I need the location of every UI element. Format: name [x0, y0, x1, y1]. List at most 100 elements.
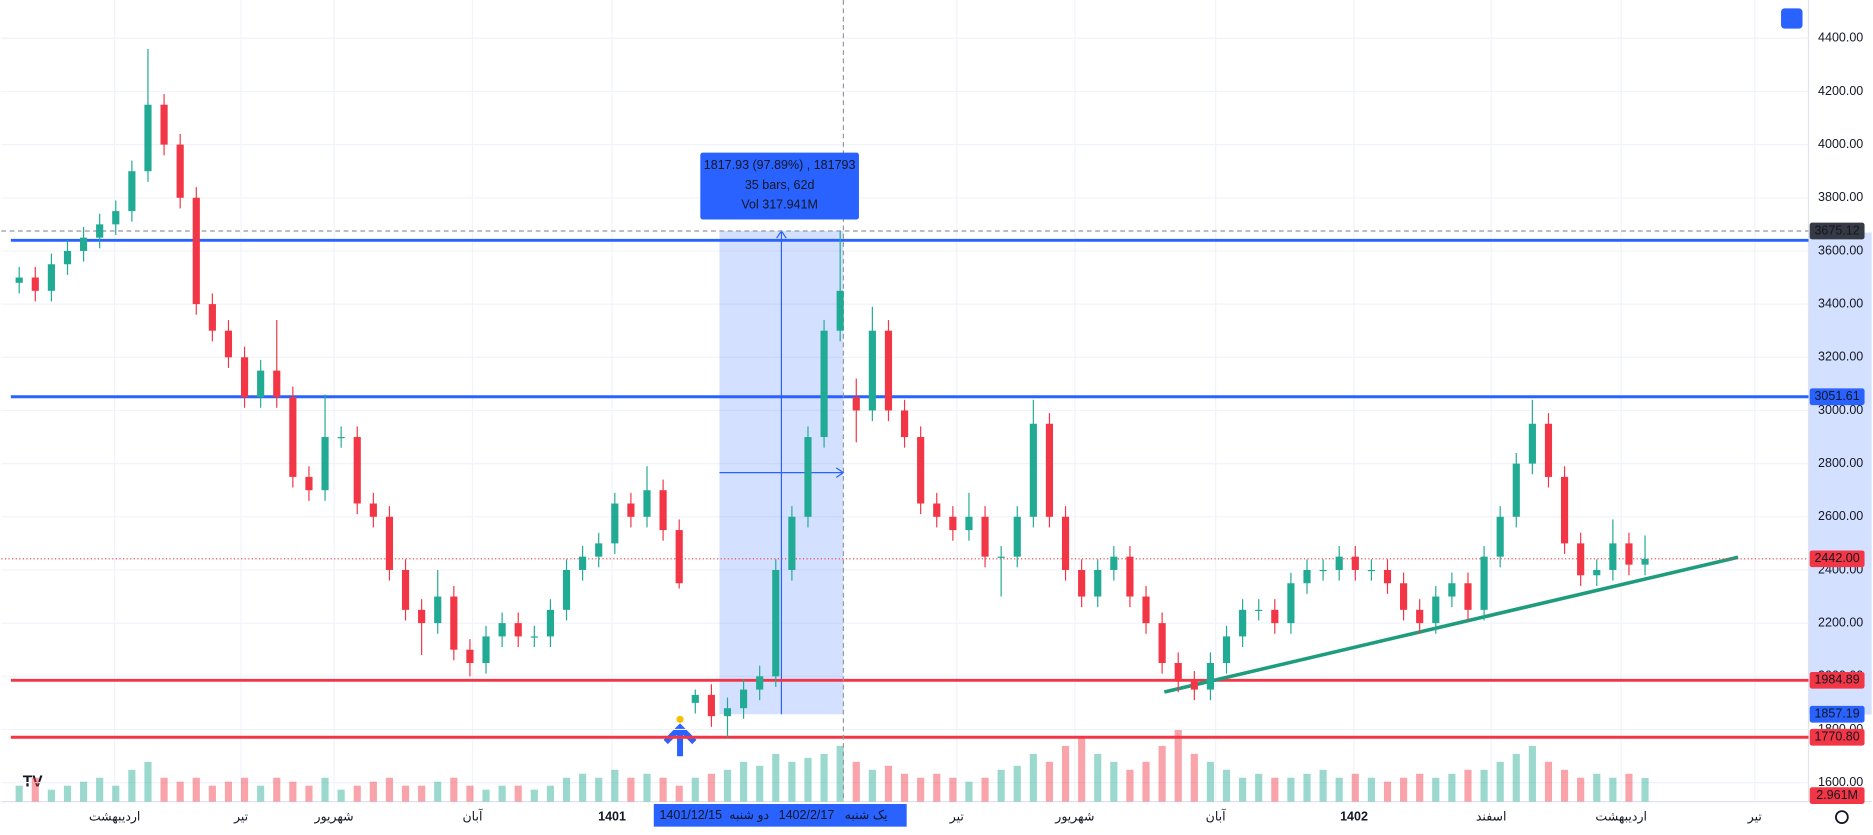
volume-bar [514, 785, 522, 802]
candle-body [192, 197, 200, 305]
candle-body [820, 330, 828, 438]
x-tick-label: آبان [1206, 807, 1227, 823]
candle-body [1174, 663, 1182, 682]
volume-bar [1496, 761, 1504, 802]
volume-bar [1174, 730, 1182, 802]
candle-body [434, 596, 442, 624]
x-tick-label: 1402 [1340, 809, 1368, 823]
candle-body [1206, 663, 1214, 690]
candle-body [321, 437, 329, 491]
volume-bar [530, 789, 538, 802]
volume-bar [1544, 761, 1553, 802]
candle-body [385, 516, 394, 570]
volume-bar [1287, 777, 1295, 802]
candle-body [1045, 423, 1054, 517]
candle-body [273, 370, 281, 398]
x-tick-label: اردیبهشت [89, 809, 141, 824]
volume-bar [47, 789, 55, 802]
candle-body [96, 224, 104, 238]
volume-bar [595, 777, 603, 802]
candle-body [740, 689, 748, 709]
volume-bar [949, 777, 957, 802]
candle-body [1255, 609, 1263, 612]
candle-body [1094, 569, 1102, 597]
volume-bar [1528, 745, 1536, 802]
volume-bar [1480, 769, 1488, 802]
candle-body [1351, 556, 1359, 570]
candle-body [63, 250, 72, 265]
volume-bar [1158, 745, 1166, 802]
candle-body [1625, 543, 1633, 565]
y-tick-label: 1600.00 [1818, 775, 1863, 789]
crosshair-date: 1401/12/15 [659, 808, 722, 822]
candle-body [1464, 583, 1472, 610]
candle-body [1142, 596, 1150, 624]
candle-body [80, 237, 88, 251]
measure-text: 35 bars, 62d [745, 178, 815, 192]
crosshair-date: 1402/2/17 [779, 808, 835, 822]
volume-bar [80, 781, 88, 802]
volume-bar [273, 777, 281, 802]
candle-body [112, 211, 120, 225]
volume-bar [981, 777, 989, 802]
volume-bar [1061, 745, 1070, 802]
candle-body [498, 623, 506, 637]
volume-bar [1255, 773, 1263, 802]
price-tag-label: 3675.12 [1814, 223, 1859, 237]
settings-icon[interactable] [1835, 810, 1849, 824]
candle-body [530, 636, 538, 638]
volume-bar [1126, 769, 1134, 802]
volume-bar [1013, 765, 1021, 802]
volume-bar [466, 785, 474, 802]
toolbar-button[interactable] [1781, 8, 1803, 29]
candle-body [756, 676, 764, 690]
y-tick-label: 4400.00 [1818, 31, 1863, 45]
candle-body [289, 397, 297, 477]
trendline [1163, 555, 1739, 694]
volume-bar [1448, 773, 1456, 802]
measure-arrow [719, 467, 845, 478]
volume-bar [1029, 753, 1037, 802]
candle-body [1593, 569, 1601, 576]
candle-body [852, 397, 860, 411]
volume-bar [1078, 737, 1086, 802]
volume-bar [369, 781, 377, 802]
volume-bar [1416, 773, 1424, 802]
price-tag [1809, 671, 1865, 689]
y-tick-label: 3200.00 [1818, 350, 1863, 364]
volume-bar [160, 777, 168, 802]
candle-body [1110, 556, 1118, 570]
candle-body [579, 556, 587, 570]
volume-bar [965, 781, 973, 802]
volume-bar [804, 757, 812, 802]
candle-body [1013, 516, 1021, 557]
crosshair-date: یک شنبه [845, 808, 888, 822]
candle-body [1512, 463, 1520, 517]
volume-bar [434, 781, 442, 802]
candle-body [1271, 609, 1279, 624]
volume-bar [1094, 753, 1102, 802]
candle-body [1448, 583, 1456, 597]
candle-body [627, 503, 635, 517]
candle-body [1222, 636, 1231, 664]
y-tick-label: 2600.00 [1818, 509, 1863, 523]
signal-dot [676, 715, 684, 723]
y-tick-label: 2800.00 [1818, 456, 1863, 470]
volume-bar [1625, 773, 1633, 802]
volume-bar [192, 777, 200, 802]
candle-body [1609, 543, 1617, 570]
price-tag-label: 1857.19 [1814, 707, 1859, 721]
candle-body [466, 649, 474, 664]
y-tick-label: 3000.00 [1818, 403, 1863, 417]
candle-body [723, 708, 732, 717]
volume-bar [1400, 777, 1408, 802]
candle-body [257, 370, 265, 398]
volume-bar [353, 785, 361, 802]
volume-bar [820, 753, 828, 802]
candle-body [1287, 583, 1295, 624]
volume-bar [240, 777, 249, 802]
candle-body [772, 569, 780, 677]
candle-body [224, 330, 233, 358]
candle-body [369, 503, 377, 517]
